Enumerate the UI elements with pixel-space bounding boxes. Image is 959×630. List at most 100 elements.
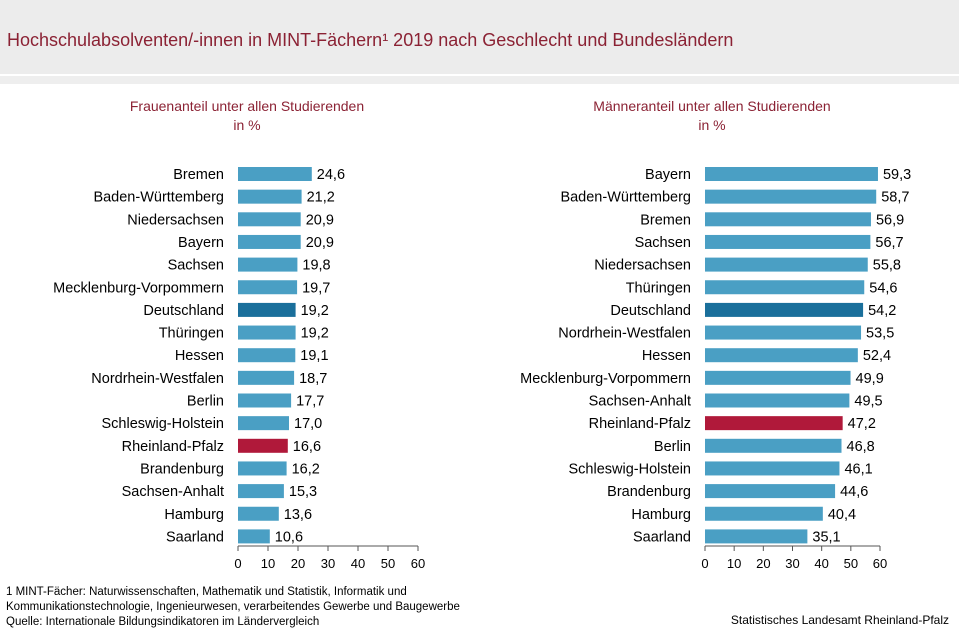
category-label: Mecklenburg-Vorpommern: [53, 280, 224, 296]
category-label: Schleswig-Holstein: [102, 416, 225, 432]
bar: [705, 529, 808, 544]
category-label: Niedersachsen: [127, 212, 224, 228]
value-label: 49,5: [854, 394, 882, 410]
category-label: Sachsen: [168, 258, 224, 274]
bar: [705, 484, 836, 499]
category-label: Berlin: [187, 394, 224, 410]
value-label: 55,8: [873, 258, 901, 274]
value-label: 52,4: [863, 348, 891, 364]
x-tick-label: 10: [727, 556, 741, 571]
category-label: Bayern: [178, 235, 224, 251]
value-label: 56,9: [876, 212, 904, 228]
value-label: 18,7: [299, 371, 327, 387]
x-tick-label: 10: [261, 556, 275, 571]
bar: [238, 393, 292, 408]
category-label: Rheinland-Pfalz: [122, 439, 224, 455]
x-tick-label: 0: [234, 556, 241, 571]
value-label: 40,4: [828, 507, 856, 523]
category-label: Schleswig-Holstein: [569, 461, 692, 477]
bar: [705, 280, 865, 295]
category-label: Thüringen: [159, 326, 224, 342]
category-label: Baden-Württemberg: [93, 190, 224, 206]
value-label: 13,6: [284, 507, 312, 523]
value-label: 15,3: [289, 484, 317, 500]
bar: [238, 302, 296, 317]
bar: [238, 234, 301, 249]
value-label: 56,7: [875, 235, 903, 251]
bar: [238, 280, 298, 295]
x-tick-label: 0: [701, 556, 708, 571]
category-label: Hamburg: [631, 507, 691, 523]
category-label: Berlin: [654, 439, 691, 455]
category-label: Bayern: [645, 167, 691, 183]
bar: [238, 370, 295, 385]
footnote-line-2: Kommunikationstechnologie, Ingenieurwese…: [6, 601, 460, 613]
category-label: Bremen: [173, 167, 224, 183]
category-label: Sachsen-Anhalt: [589, 394, 691, 410]
category-label: Niedersachsen: [594, 258, 691, 274]
bar: [705, 189, 877, 204]
bar: [238, 506, 279, 521]
value-label: 17,0: [294, 416, 322, 432]
bar: [705, 438, 842, 453]
category-label: Deutschland: [143, 303, 224, 319]
value-label: 10,6: [275, 529, 303, 545]
category-label: Mecklenburg-Vorpommern: [520, 371, 691, 387]
value-label: 54,2: [868, 303, 896, 319]
category-label: Hessen: [642, 348, 691, 364]
x-tick-label: 50: [844, 556, 858, 571]
bar: [705, 370, 851, 385]
bar: [705, 393, 850, 408]
category-label: Nordrhein-Westfalen: [558, 326, 691, 342]
x-tick-label: 30: [785, 556, 799, 571]
header-band: Hochschulabsolventen/-innen in MINT-Fäch…: [0, 0, 959, 76]
value-label: 19,8: [302, 258, 330, 274]
bar: [705, 212, 871, 227]
category-label: Sachsen-Anhalt: [122, 484, 224, 500]
bar: [705, 325, 862, 340]
category-label: Saarland: [166, 529, 224, 545]
category-label: Brandenburg: [140, 461, 224, 477]
value-label: 21,2: [307, 190, 335, 206]
bar: [238, 438, 288, 453]
category-label: Rheinland-Pfalz: [589, 416, 691, 432]
bar: [238, 167, 312, 181]
x-tick-label: 40: [351, 556, 365, 571]
bar: [705, 302, 864, 317]
bar: [238, 257, 298, 272]
bar: [238, 416, 289, 431]
x-tick-label: 30: [321, 556, 335, 571]
x-tick-label: 60: [873, 556, 887, 571]
chart-subtitle: in %: [698, 117, 725, 133]
chart-subtitle: in %: [233, 117, 260, 133]
value-label: 58,7: [881, 190, 909, 206]
bar: [238, 461, 287, 476]
bar: [238, 529, 270, 544]
category-label: Nordrhein-Westfalen: [91, 371, 224, 387]
value-label: 19,2: [301, 303, 329, 319]
chart-maenneranteil: Männeranteil unter allen Studierenden in …: [520, 98, 911, 571]
value-label: 46,8: [847, 439, 875, 455]
value-label: 19,1: [300, 348, 328, 364]
value-label: 59,3: [883, 167, 911, 183]
bar: [705, 234, 871, 249]
footnote-line-1: 1 MINT-Fächer: Naturwissenschaften, Math…: [6, 586, 407, 598]
value-label: 20,9: [306, 235, 334, 251]
value-label: 24,6: [317, 167, 345, 183]
footnote: 1 MINT-Fächer: Naturwissenschaften, Math…: [6, 585, 460, 630]
value-label: 53,5: [866, 326, 894, 342]
value-label: 46,1: [844, 461, 872, 477]
value-label: 19,2: [301, 326, 329, 342]
x-tick-label: 40: [814, 556, 828, 571]
category-label: Saarland: [633, 529, 691, 545]
chart-title: Frauenanteil unter allen Studierenden: [130, 98, 364, 114]
value-label: 17,7: [296, 394, 324, 410]
value-label: 16,2: [292, 461, 320, 477]
category-label: Hamburg: [164, 507, 224, 523]
bar: [705, 461, 840, 476]
category-label: Thüringen: [626, 280, 691, 296]
bar: [238, 212, 301, 227]
value-label: 44,6: [840, 484, 868, 500]
value-label: 49,9: [856, 371, 884, 387]
bar: [238, 189, 302, 204]
